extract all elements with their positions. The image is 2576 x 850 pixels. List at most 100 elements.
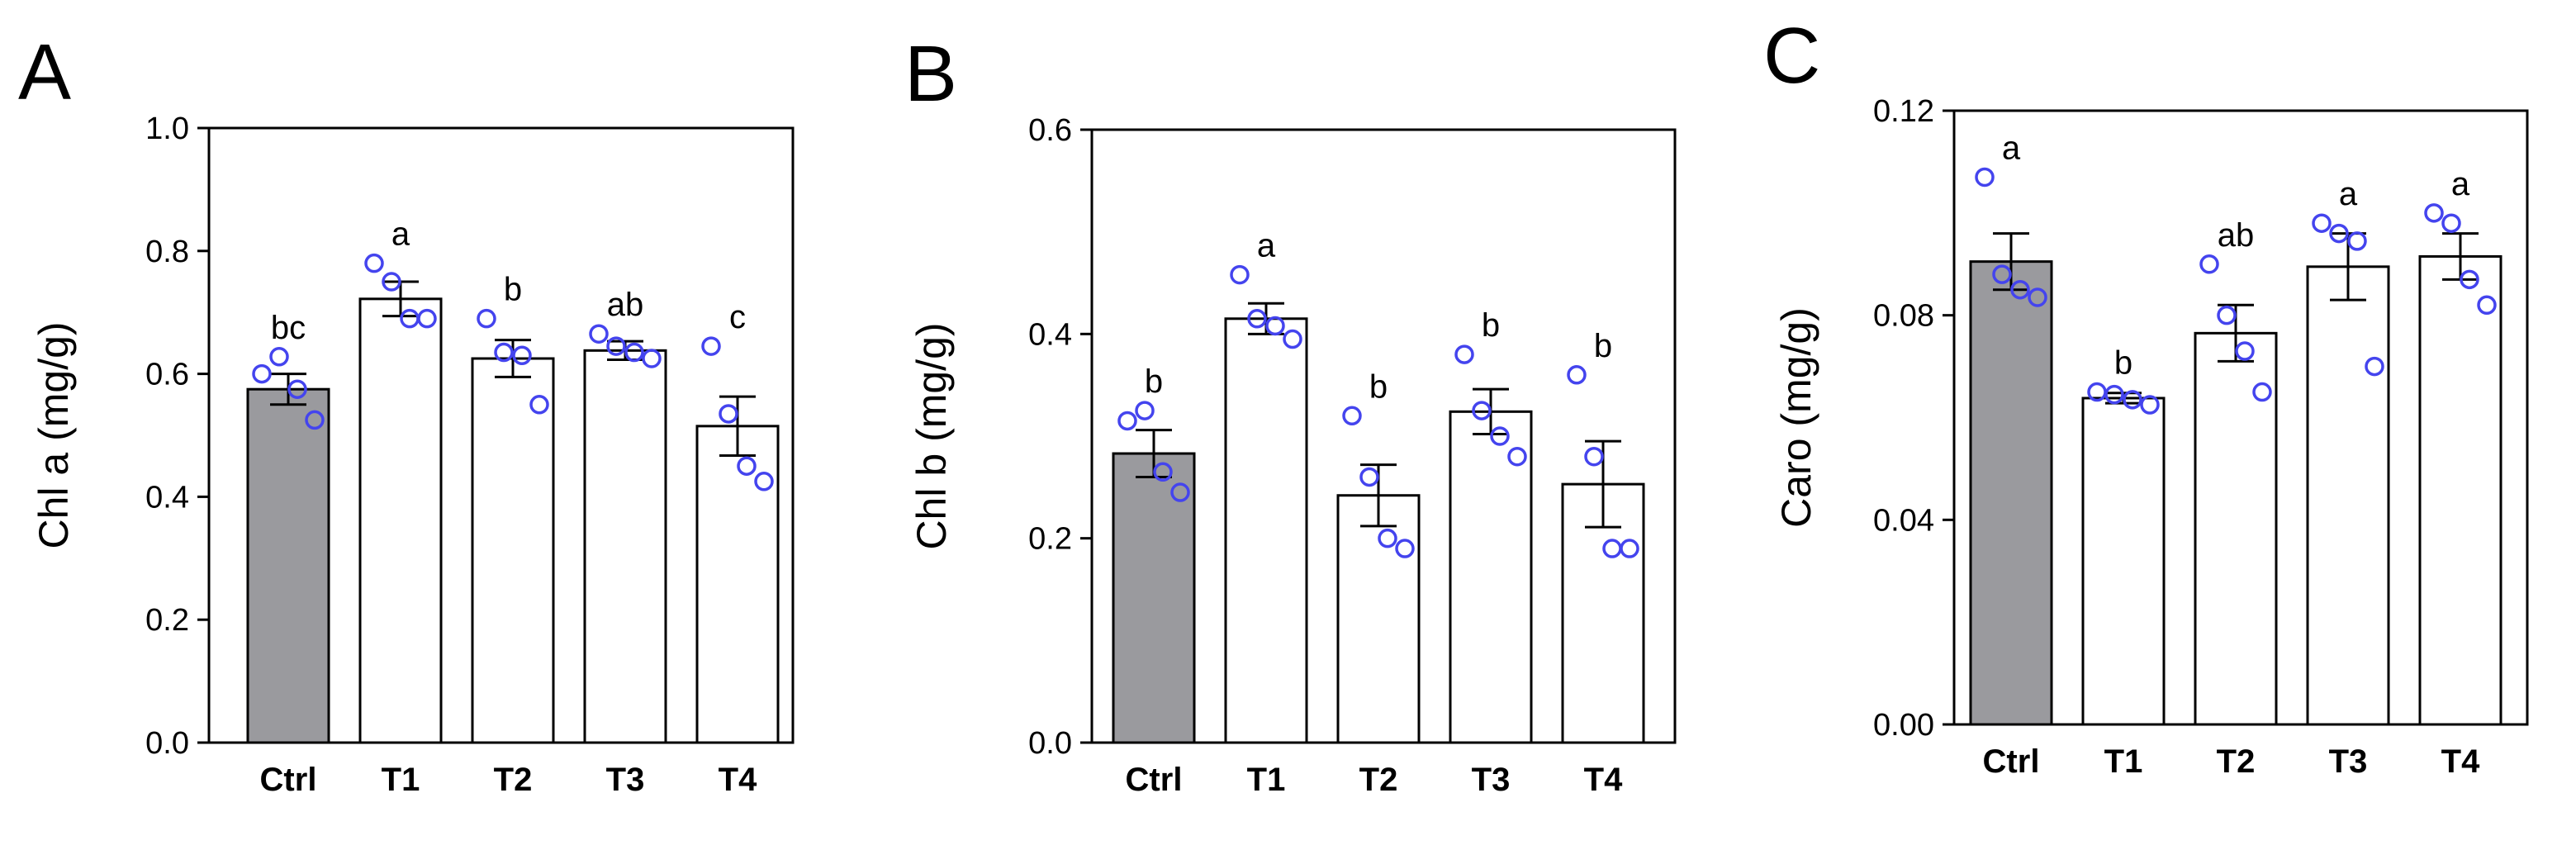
data-point: [417, 308, 437, 329]
bar-t1: [358, 297, 443, 744]
data-point: [1992, 264, 2012, 284]
data-point: [1153, 462, 1173, 482]
significance-label: b: [1482, 307, 1500, 344]
significance-label: b: [1594, 328, 1612, 364]
bar-ctrl: [1112, 452, 1196, 744]
data-point: [2312, 213, 2332, 233]
data-point: [2424, 203, 2444, 223]
data-point: [737, 456, 757, 476]
y-axis-title: Chl a (mg/g): [31, 321, 77, 548]
data-point: [2365, 356, 2384, 377]
data-point: [2123, 390, 2142, 410]
data-point: [2217, 305, 2237, 325]
data-point: [624, 342, 644, 363]
bar-t2: [471, 357, 555, 744]
data-point: [701, 336, 721, 356]
x-category-label: T3: [2329, 743, 2368, 780]
data-point: [1117, 411, 1137, 431]
data-point: [2252, 382, 2272, 402]
bar-t1: [1224, 317, 1308, 744]
y-tick-label: 0.2: [145, 603, 189, 638]
x-category-label: T1: [2104, 743, 2143, 780]
data-point: [2460, 269, 2479, 290]
y-tick-label: 0.4: [145, 480, 189, 515]
data-point: [2235, 341, 2255, 361]
data-point: [1170, 482, 1190, 502]
bar-ctrl: [1969, 260, 2053, 726]
x-category-label: T1: [1247, 762, 1286, 798]
data-point: [2347, 231, 2367, 251]
data-point: [606, 336, 626, 356]
data-point: [477, 308, 496, 329]
bar-t3: [2306, 265, 2390, 726]
data-point: [589, 324, 609, 344]
data-point: [1359, 467, 1379, 487]
data-point: [1395, 539, 1415, 558]
data-point: [1378, 528, 1397, 548]
x-category-label: T2: [1359, 762, 1398, 798]
data-point: [1230, 264, 1250, 285]
y-tick-label: 0.04: [1873, 503, 1934, 538]
x-category-label: T4: [2441, 743, 2480, 780]
x-category-label: T1: [382, 762, 420, 798]
data-point: [2104, 384, 2124, 405]
data-point: [1584, 446, 1604, 467]
panel-c: C Caro (mg/g) 0.00 0.04 0.08 0.12 a Ctrl b T1 ab T2…: [1763, 12, 2529, 780]
data-point: [252, 363, 272, 384]
x-category-label: Ctrl: [1126, 762, 1183, 798]
x-category-label: T2: [2217, 743, 2256, 780]
panel-letter: C: [1763, 12, 1820, 100]
y-tick-label: 0.8: [145, 235, 189, 269]
data-point: [1135, 401, 1155, 420]
y-tick-label: 1.0: [145, 112, 189, 146]
data-point: [269, 347, 289, 367]
data-point: [305, 410, 325, 430]
bar-t2: [1336, 494, 1421, 744]
data-point: [1247, 309, 1267, 329]
data-point: [1490, 426, 1510, 446]
significance-label: b: [1145, 363, 1163, 400]
bar-t1: [2081, 397, 2166, 726]
y-tick-label: 0.6: [1028, 113, 1072, 148]
bar-t4: [2418, 254, 2502, 726]
x-category-label: Ctrl: [260, 762, 317, 798]
data-point: [494, 342, 514, 363]
significance-label: b: [2114, 345, 2132, 382]
data-point: [1454, 344, 1474, 364]
y-tick-label: 0.00: [1873, 708, 1934, 743]
data-point: [382, 272, 401, 292]
significance-label: b: [1369, 368, 1388, 405]
data-point: [1507, 446, 1527, 467]
significance-label: b: [504, 272, 522, 308]
data-point: [754, 472, 774, 491]
y-tick-label: 0.2: [1028, 522, 1072, 557]
data-point: [1620, 539, 1639, 558]
data-point: [1567, 365, 1587, 385]
data-point: [2329, 223, 2349, 244]
x-category-label: Ctrl: [1983, 743, 2040, 780]
significance-label: a: [2339, 176, 2358, 212]
data-point: [1472, 401, 1492, 420]
data-point: [2441, 213, 2461, 233]
y-tick-label: 0.6: [145, 358, 189, 392]
data-point: [2199, 254, 2219, 274]
data-point: [719, 404, 738, 424]
data-point: [512, 345, 532, 366]
bar-ctrl: [246, 387, 330, 744]
significance-label: a: [2002, 130, 2021, 166]
y-tick-label: 0.0: [145, 726, 189, 761]
bar-t3: [1449, 410, 1533, 744]
significance-label: a: [1257, 228, 1276, 264]
y-axis-title: Caro (mg/g): [1773, 307, 1819, 528]
x-category-label: T4: [719, 762, 757, 798]
data-point: [364, 253, 384, 273]
significance-label: ab: [607, 287, 644, 323]
data-point: [1283, 329, 1302, 349]
panel-letter: B: [904, 30, 957, 118]
data-point: [1342, 406, 1362, 426]
y-tick-label: 0.12: [1873, 94, 1934, 129]
x-category-label: T2: [494, 762, 533, 798]
significance-label: a: [391, 216, 410, 253]
